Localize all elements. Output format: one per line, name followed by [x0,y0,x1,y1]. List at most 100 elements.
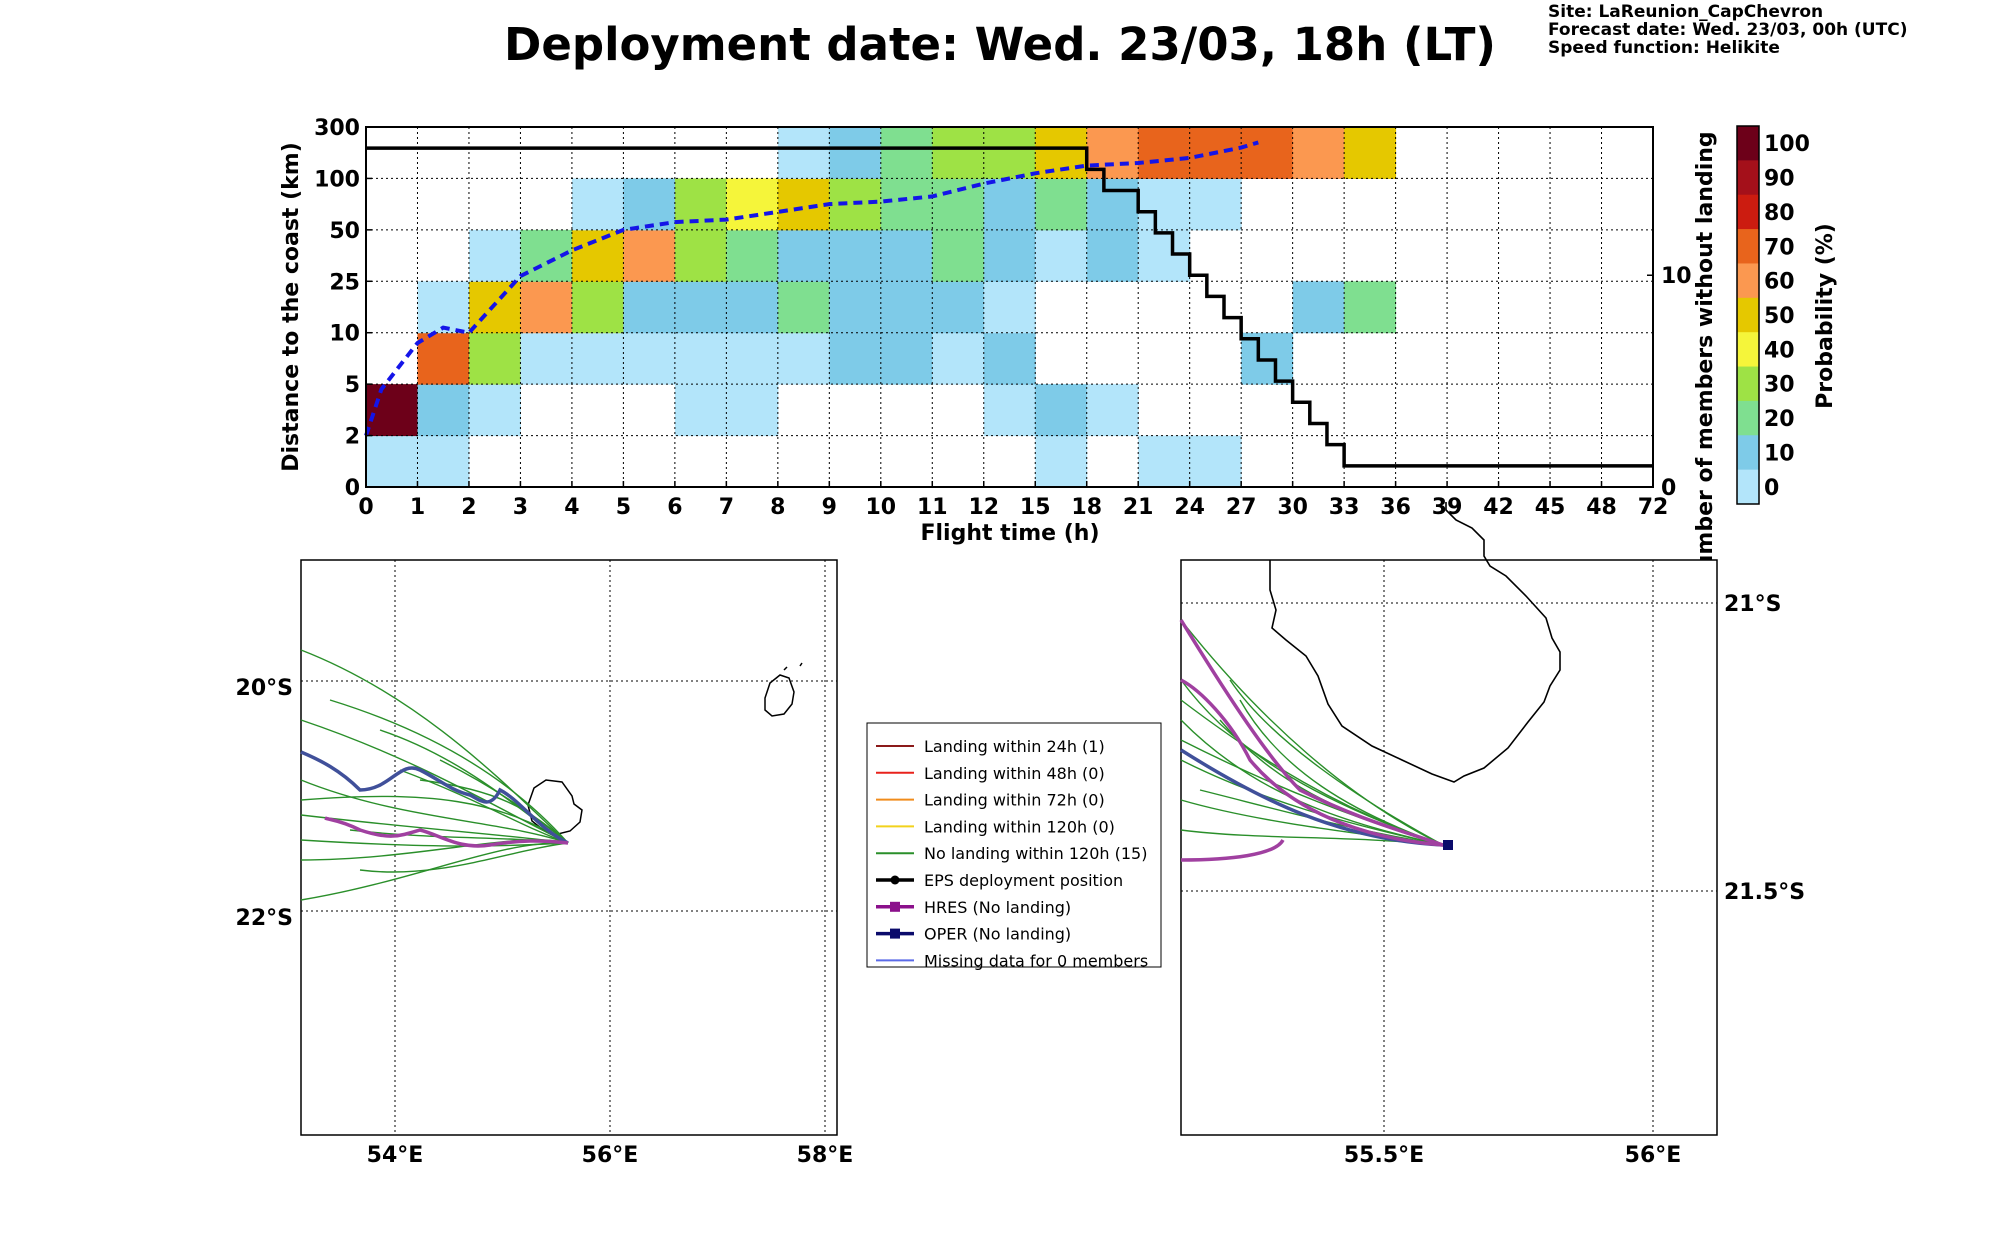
heatmap-cell [726,384,779,437]
y-right-tick-label: 0 [1661,476,1676,501]
heatmap-cell [932,127,985,179]
colorbar-swatch [1737,332,1759,368]
heatmap-cell [726,281,779,334]
map-lon-label: 56°E [1625,1143,1682,1168]
ensemble-track [439,759,569,844]
colorbar: 0 10 20 30 40 50 60 70 80 90 100 Probability (%) [1736,125,1838,505]
heatmap-cell [983,178,1036,231]
heatmap-cell [571,229,624,282]
colorbar-tick-label: 40 [1764,338,1795,363]
heatmap-cell [829,229,882,282]
x-tick-label: 33 [1329,495,1360,520]
heatmap-cell [880,281,933,334]
heatmap-cell [1035,435,1088,488]
heatmap-cell [417,435,470,488]
heatmap-cell [1035,178,1088,231]
heatmap-cell [983,229,1036,282]
legend-entry: EPS deployment position [924,871,1123,890]
ensemble-track [359,842,569,873]
heatmap-cell [1035,229,1088,282]
y-tick-label: 25 [329,270,360,295]
colorbar-swatch [1737,263,1759,299]
hres-track [1179,619,1444,847]
colorbar-tick-label: 20 [1764,407,1795,432]
colorbar-swatch [1737,400,1759,436]
heatmap-cell [1241,127,1294,179]
heatmap-cell [932,281,985,334]
y-right-axis-label: Number of members without landing [1693,131,1718,588]
heatmap-cell [829,332,882,385]
heatmap-cell [777,332,830,385]
heatmap-cell [468,384,521,437]
heatmap-cell [777,229,830,282]
map-lon-label: 55.5°E [1344,1143,1424,1168]
hres-track [1180,838,1285,862]
y-tick-label: 50 [329,219,360,244]
x-tick-label: 39 [1432,495,1463,520]
heatmap-cell [983,384,1036,437]
x-tick-label: 15 [1020,495,1051,520]
heatmap-cell [932,332,985,385]
legend-entry: Missing data for 0 members [924,951,1148,970]
ensemble-track [300,719,569,844]
hres-track [324,816,569,848]
heatmap-cell [1035,384,1088,437]
y-tick-label: 100 [314,167,360,192]
x-tick-label: 5 [616,495,631,520]
x-tick-label: 24 [1174,495,1205,520]
x-tick-label: 8 [770,495,785,520]
legend-entry: OPER (No landing) [924,925,1071,944]
colorbar-tick-label: 10 [1764,441,1795,466]
x-tick-label: 0 [358,495,373,520]
heatmap-cell [674,281,727,334]
heatmap-cell [623,332,676,385]
heatmap-cell [468,332,521,385]
heatmap-cell [880,127,933,179]
legend-entry: No landing within 120h (15) [924,844,1147,863]
heatmap-cell [1189,435,1242,488]
x-tick-label: 9 [822,495,837,520]
colorbar-tick-label: 70 [1764,235,1795,260]
heatmap-frame [365,126,1654,488]
heatmap-cell [520,281,573,334]
reunion-coastline-zoomed [1269,502,1561,783]
median-distance-curve [364,140,1259,437]
heatmap-cell [1292,127,1345,179]
x-tick-label: 4 [564,495,579,520]
heatmap-cell [571,281,624,334]
colorbar-label: Probability (%) [1813,223,1838,409]
ensemble-track [300,795,569,844]
heatmap-cell [1086,178,1139,231]
colorbar-tick-label: 90 [1764,167,1795,192]
zoomed-trajectory-map [1179,502,1718,1136]
colorbar-swatch [1737,297,1759,333]
y-right-tick-label: 10 [1661,264,1692,289]
heatmap-cell [726,229,779,282]
x-tick-label: 27 [1226,495,1257,520]
heatmap-cell [932,229,985,282]
heatmap-cell [674,384,727,437]
heatmap-cell [417,281,470,334]
y-tick-label: 5 [345,373,360,398]
colorbar-swatch [1737,435,1759,471]
heatmap-cell [417,332,470,385]
legend-entry: Landing within 48h (0) [924,764,1105,783]
deployment-marker [1443,840,1453,850]
probability-heatmap: 0 1 2 3 4 5 6 7 8 9 10 11 12 15 18 21 24 27 30 33 36 39 42 45 48… [279,116,1718,589]
y-tick-label: 0 [345,476,360,501]
heatmap-cell [1344,281,1397,334]
speed-function-label: Speed function: Helikite [1548,38,1780,58]
map-lon-label: 56°E [582,1143,639,1168]
heatmap-cell [417,384,470,437]
heatmap-cell [1344,127,1397,179]
colorbar-tick-label: 100 [1764,132,1810,157]
x-tick-label: 6 [667,495,682,520]
regional-trajectory-map [300,559,838,1136]
legend-entry: Landing within 24h (1) [924,737,1105,756]
legend-entry: Landing within 120h (0) [924,817,1115,836]
x-tick-label: 3 [513,495,528,520]
colorbar-swatch [1737,126,1759,161]
colorbar-tick-label: 60 [1764,270,1795,295]
heatmap-cell [1292,281,1345,334]
